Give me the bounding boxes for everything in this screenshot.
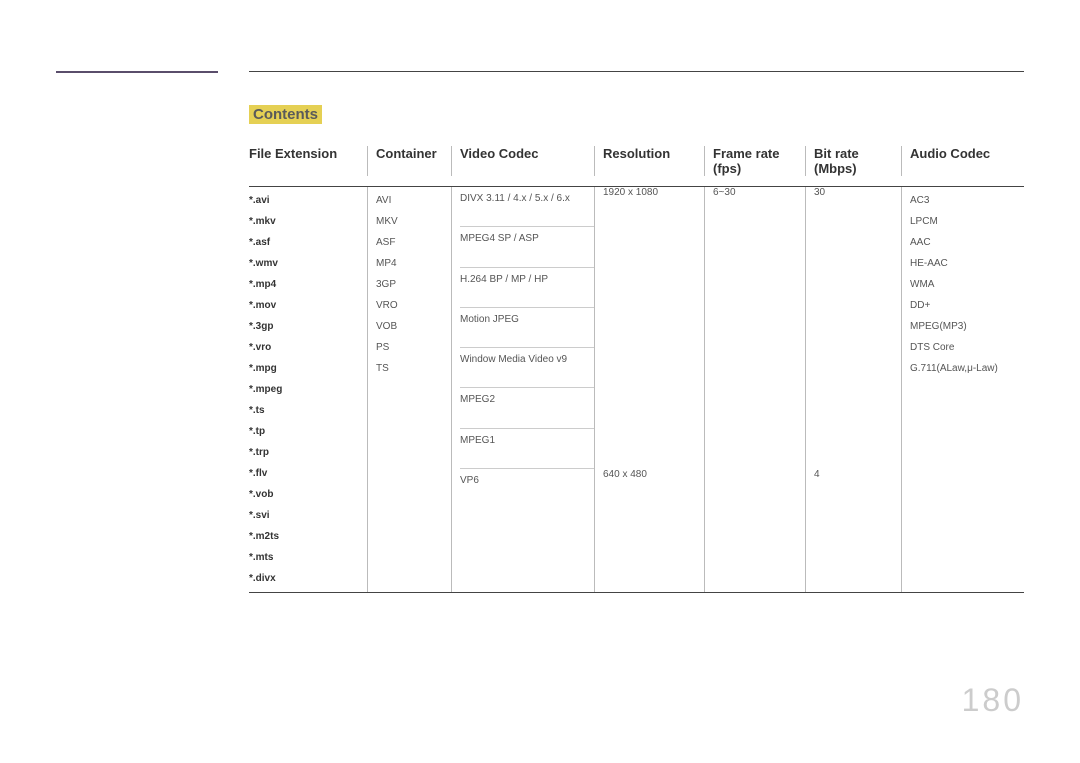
container-item: AVI bbox=[376, 195, 451, 206]
bit-rate-cell: 30 bbox=[814, 187, 901, 469]
audio-codec-item: DTS Core bbox=[910, 342, 1024, 353]
container-item: 3GP bbox=[376, 279, 451, 290]
file-extension-item: *.mkv bbox=[249, 216, 367, 227]
audio-codec-item: AC3 bbox=[910, 195, 1024, 206]
frame-rate-cell: 6~30 bbox=[713, 187, 805, 469]
file-extension-item: *.mpg bbox=[249, 363, 367, 374]
file-extension-item: *.3gp bbox=[249, 321, 367, 332]
file-extension-item: *.wmv bbox=[249, 258, 367, 269]
header-video-codec: Video Codec bbox=[451, 146, 594, 176]
audio-codec-item: HE-AAC bbox=[910, 258, 1024, 269]
header-file-extension: File Extension bbox=[249, 146, 367, 176]
col-resolution: 1920 x 1080 640 x 480 bbox=[594, 187, 704, 592]
table-bottom-rule bbox=[249, 592, 1024, 593]
container-item: ASF bbox=[376, 237, 451, 248]
resolution-cell: 640 x 480 bbox=[603, 469, 704, 516]
audio-codec-item: LPCM bbox=[910, 216, 1024, 227]
col-file-extension: *.avi *.mkv *.asf *.wmv *.mp4 *.mov *.3gp *.vro… bbox=[249, 187, 367, 592]
container-item: VOB bbox=[376, 321, 451, 332]
audio-codec-item: AAC bbox=[910, 237, 1024, 248]
resolution-cell: 1920 x 1080 bbox=[603, 187, 704, 469]
col-frame-rate: 6~30 bbox=[704, 187, 805, 592]
file-extension-item: *.vro bbox=[249, 342, 367, 353]
video-codec-cell: VP6 bbox=[460, 469, 594, 516]
audio-codec-item: WMA bbox=[910, 279, 1024, 290]
container-item: MKV bbox=[376, 216, 451, 227]
file-extension-item: *.ts bbox=[249, 405, 367, 416]
top-rule bbox=[249, 71, 1024, 72]
bit-rate-cell: 4 bbox=[814, 469, 901, 516]
audio-codec-item: DD+ bbox=[910, 300, 1024, 311]
video-codec-cell: Window Media Video v9 bbox=[460, 348, 594, 388]
frame-rate-cell bbox=[713, 469, 805, 516]
header-container: Container bbox=[367, 146, 451, 176]
file-extension-item: *.trp bbox=[249, 447, 367, 458]
col-audio-codec: AC3 LPCM AAC HE-AAC WMA DD+ MPEG(MP3) DTS Core G… bbox=[901, 187, 1024, 592]
header-frame-rate: Frame rate (fps) bbox=[704, 146, 805, 176]
file-extension-item: *.mpeg bbox=[249, 384, 367, 395]
video-codec-cell: H.264 BP / MP / HP bbox=[460, 268, 594, 308]
container-item: MP4 bbox=[376, 258, 451, 269]
video-codec-cell: DIVX 3.11 / 4.x / 5.x / 6.x bbox=[460, 187, 594, 227]
file-extension-item: *.mp4 bbox=[249, 279, 367, 290]
container-item: TS bbox=[376, 363, 451, 374]
audio-codec-item: MPEG(MP3) bbox=[910, 321, 1024, 332]
table-body: *.avi *.mkv *.asf *.wmv *.mp4 *.mov *.3gp *.vro… bbox=[249, 187, 1024, 592]
file-extension-item: *.vob bbox=[249, 489, 367, 500]
video-codec-cell: Motion JPEG bbox=[460, 308, 594, 348]
audio-codec-item: G.711(ALaw,μ-Law) bbox=[910, 363, 1024, 374]
table-header-row: File Extension Container Video Codec Res… bbox=[249, 146, 1024, 184]
container-item: PS bbox=[376, 342, 451, 353]
file-extension-item: *.svi bbox=[249, 510, 367, 521]
file-extension-item: *.avi bbox=[249, 195, 367, 206]
file-extension-item: *.flv bbox=[249, 468, 367, 479]
col-bit-rate: 30 4 bbox=[805, 187, 901, 592]
page-number: 180 bbox=[962, 682, 1024, 719]
video-codec-cell: MPEG1 bbox=[460, 429, 594, 469]
file-extension-item: *.divx bbox=[249, 573, 367, 584]
file-extension-item: *.m2ts bbox=[249, 531, 367, 542]
header-resolution: Resolution bbox=[594, 146, 704, 176]
header-bit-rate: Bit rate (Mbps) bbox=[805, 146, 901, 176]
container-item: VRO bbox=[376, 300, 451, 311]
file-extension-item: *.asf bbox=[249, 237, 367, 248]
file-extension-item: *.mts bbox=[249, 552, 367, 563]
col-video-codec: DIVX 3.11 / 4.x / 5.x / 6.xMPEG4 SP / AS… bbox=[451, 187, 594, 592]
video-codec-cell: MPEG2 bbox=[460, 388, 594, 428]
accent-bar bbox=[56, 71, 218, 73]
video-codec-cell: MPEG4 SP / ASP bbox=[460, 227, 594, 267]
file-extension-item: *.tp bbox=[249, 426, 367, 437]
file-extension-item: *.mov bbox=[249, 300, 367, 311]
col-container: AVI MKV ASF MP4 3GP VRO VOB PS TS bbox=[367, 187, 451, 592]
header-audio-codec: Audio Codec bbox=[901, 146, 1024, 176]
contents-label: Contents bbox=[249, 105, 322, 124]
